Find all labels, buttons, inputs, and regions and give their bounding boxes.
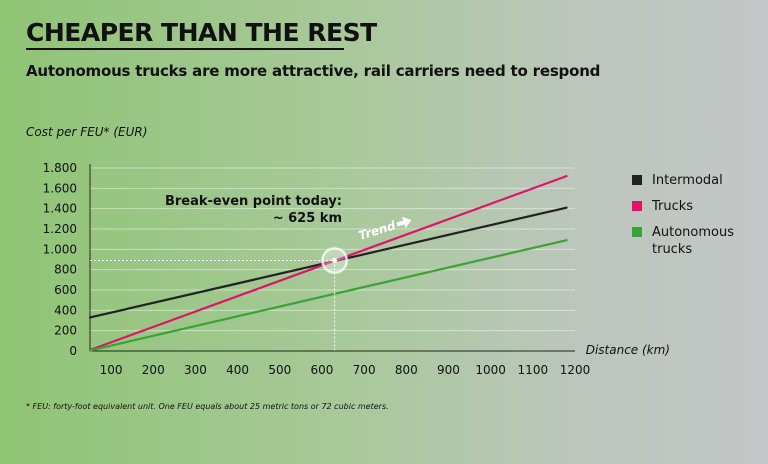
x-tick-label: 900: [437, 363, 460, 377]
y-tick-label: 1.800: [43, 161, 77, 175]
y-tick-label: 1.000: [43, 242, 77, 256]
legend-label-autonomous-trucks: Autonomous trucks: [652, 225, 735, 257]
legend-item-trucks: Trucks: [630, 198, 768, 215]
legend-swatch-autonomous-trucks: [632, 227, 642, 237]
title-underline: [26, 48, 344, 50]
trend-annotation: Trend: [357, 216, 412, 243]
y-tick-label: 0: [69, 344, 77, 358]
trend-arrow-icon: [396, 216, 412, 229]
y-tick-label: 400: [54, 303, 77, 317]
series-line-autonomous-trucks: [88, 239, 568, 352]
page-subtitle: Autonomous trucks are more attractive, r…: [26, 62, 601, 80]
break-even-point: [332, 257, 338, 264]
legend-swatch-intermodal: [632, 175, 642, 185]
y-tick-label: 1.200: [43, 222, 77, 236]
x-tick-label: 1200: [560, 363, 591, 377]
break-even-value: ~ 625 km: [273, 211, 342, 226]
break-even-ring: [321, 247, 348, 274]
x-tick-label: 700: [353, 363, 376, 377]
legend-item-intermodal: Intermodal: [630, 172, 768, 189]
y-tick-label: 1.400: [43, 202, 77, 216]
break-even-label: Break-even point today:: [165, 194, 342, 209]
series-line-trucks: [88, 175, 568, 352]
y-tick-label: 200: [54, 324, 77, 338]
legend-label-trucks: Trucks: [652, 199, 694, 214]
x-tick-label: 100: [100, 363, 123, 377]
x-tick-label: 1100: [518, 363, 549, 377]
legend-swatch-trucks: [632, 201, 642, 211]
footnote: * FEU: forty-foot equivalent unit. One F…: [26, 402, 389, 411]
x-tick-label: 400: [226, 363, 249, 377]
page-title: CHEAPER THAN THE REST: [26, 18, 377, 47]
y-axis-label: Cost per FEU* (EUR): [26, 125, 148, 139]
x-tick-label: 200: [142, 363, 165, 377]
x-tick-label: 1000: [475, 363, 506, 377]
legend-item-autonomous-trucks: Autonomous trucks: [630, 224, 768, 258]
x-tick-label: 600: [311, 363, 334, 377]
x-tick-label: 800: [395, 363, 418, 377]
y-tick-label: 1.600: [43, 181, 77, 195]
legend-label-intermodal: Intermodal: [652, 173, 723, 188]
x-tick-label: 300: [184, 363, 207, 377]
y-tick-label: 800: [54, 263, 77, 277]
x-axis-label: Distance (km): [586, 343, 670, 357]
y-tick-label: 600: [54, 283, 77, 297]
chart-legend: Intermodal Trucks Autonomous trucks: [630, 172, 768, 258]
x-tick-label: 500: [268, 363, 291, 377]
